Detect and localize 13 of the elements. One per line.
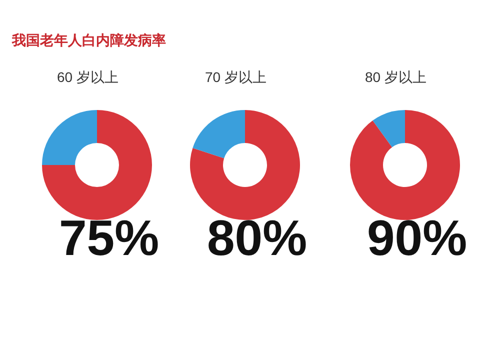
chart-title: 60 岁以上 — [57, 69, 118, 85]
donut-slice — [350, 110, 460, 220]
chart-title: 70 岁以上 — [205, 69, 266, 85]
donut-slice — [42, 110, 152, 220]
donut-slice — [42, 110, 97, 165]
text: 我国老年人白内障发病率 — [11, 32, 166, 48]
donut-slice — [372, 110, 405, 148]
data-label: 90% — [366, 210, 468, 266]
donut-slice — [192, 110, 245, 158]
donut-slice — [190, 110, 300, 220]
chart-title: 80 岁以上 — [365, 69, 426, 85]
data-label: 80% — [206, 210, 308, 266]
data-label: 75% — [58, 210, 160, 266]
